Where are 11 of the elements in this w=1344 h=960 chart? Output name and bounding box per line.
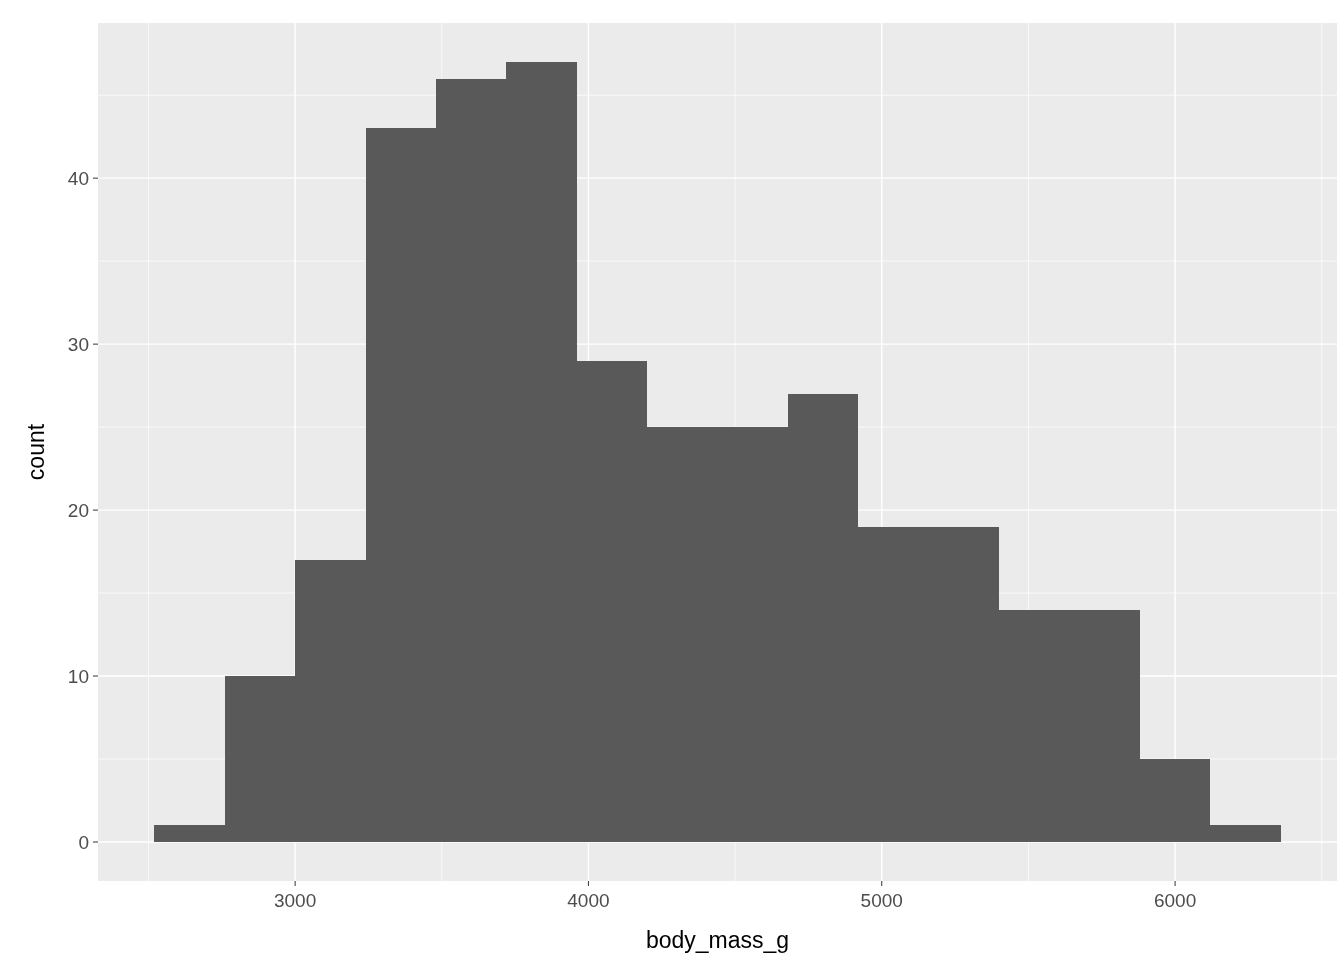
y-tick-label: 20 xyxy=(67,499,89,521)
y-tick-label: 10 xyxy=(67,665,89,687)
y-axis-title: count xyxy=(23,423,49,481)
x-tick-label: 5000 xyxy=(860,890,903,911)
y-tick-label: 40 xyxy=(67,167,89,189)
x-axis-title: body_mass_g xyxy=(645,927,790,953)
y-tick-label: 0 xyxy=(78,831,89,853)
x-tick-label: 3000 xyxy=(273,890,317,911)
y-tick-label: 30 xyxy=(67,333,89,355)
x-tick-label: 4000 xyxy=(567,890,610,911)
x-tick-label: 6000 xyxy=(1153,890,1197,911)
